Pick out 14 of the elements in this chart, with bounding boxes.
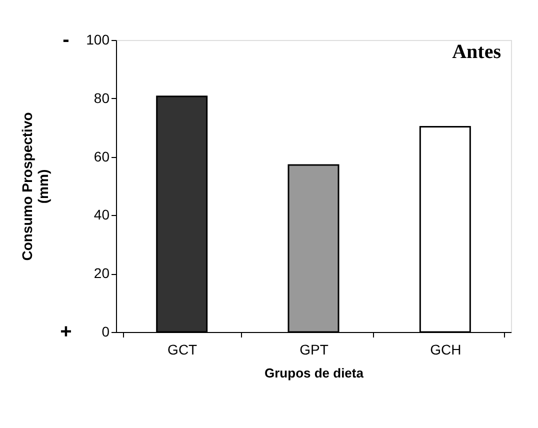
y-tick-label: 80 <box>94 90 110 106</box>
y-axis-title: Consumo Prospectivo (mm) <box>19 112 52 261</box>
x-axis-title: Grupos de dieta <box>264 366 364 380</box>
text: + <box>60 321 72 343</box>
annotation: Antes <box>452 41 502 63</box>
y-tick-label: 60 <box>94 148 110 164</box>
y-tick-label: 20 <box>94 265 110 282</box>
y-tick-label: 100 <box>86 32 110 48</box>
x-tick-label: GPT <box>300 342 329 358</box>
x-tick-label: GCH <box>430 342 462 358</box>
x-tick-label: GCT <box>168 342 198 358</box>
y-tick-label: 40 <box>94 206 110 223</box>
y-tick-label: 0 <box>102 324 110 340</box>
text: - <box>62 29 70 51</box>
